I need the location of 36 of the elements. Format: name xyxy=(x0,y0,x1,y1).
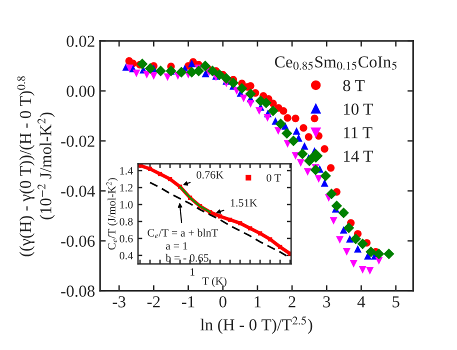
y-tick-label: 1.0 xyxy=(120,200,133,209)
y-tick-label: 1.2 xyxy=(120,184,133,192)
x-axis-title: T (K) xyxy=(202,277,226,288)
legend-label: 10 T xyxy=(344,104,373,115)
x-tick-label: 2 xyxy=(288,296,296,308)
text: ((γ(H) - γ(0 T))/(H - 0 T)$^{0.8}$ (10$^{−2}$ J/mol-K$^{2}$) xyxy=(17,76,55,256)
legend-label: 14 T xyxy=(344,150,373,162)
x-tick-label: 3 xyxy=(323,296,330,308)
annotation: 1 xyxy=(190,268,194,276)
y-tick-label: -0.06 xyxy=(61,236,95,247)
y-tick-label: -0.04 xyxy=(61,186,95,197)
x-axis-title: ln (H - 0 T)/T$^{2.5}$) xyxy=(200,316,312,334)
y-tick-label: 0.00 xyxy=(66,86,95,97)
x-tick-label: 5 xyxy=(392,296,400,308)
y-tick-label: 0.4 xyxy=(120,252,133,260)
legend-label: 0 T xyxy=(266,174,281,182)
legend-label: 11 T xyxy=(344,127,372,138)
x-tick-label: 4 xyxy=(357,296,366,308)
legend-label: 8 T xyxy=(343,80,365,92)
y-tick-label: -0.02 xyxy=(61,136,94,147)
y-axis-title: C$_{e}$/T (J/mol-K$^{2}$) xyxy=(106,178,118,250)
y-tick-label: -0.08 xyxy=(61,286,95,297)
x-tick-label: -1 xyxy=(182,296,194,308)
x-tick-label: 0 xyxy=(219,296,226,308)
y-tick-label: 0.6 xyxy=(120,234,133,242)
y-tick-label: 0.8 xyxy=(120,218,133,226)
annotation: 0.76K xyxy=(196,171,224,179)
annotation: a = 1 xyxy=(166,242,188,250)
y-tick-label: 0.02 xyxy=(66,36,94,47)
annotation: C$_{e}$/T = a + blnT xyxy=(148,228,218,238)
x-tick-label: -3 xyxy=(112,296,126,308)
legend-title: Ce$_{0.85}$Sm$_{0.15}$CoIn$_{5}$ xyxy=(274,56,397,70)
x-tick-label: 1 xyxy=(254,296,261,308)
annotation: 1.51K xyxy=(230,199,258,207)
x-tick-label: -2 xyxy=(147,296,160,308)
y-tick-label: 1.4 xyxy=(120,167,133,175)
